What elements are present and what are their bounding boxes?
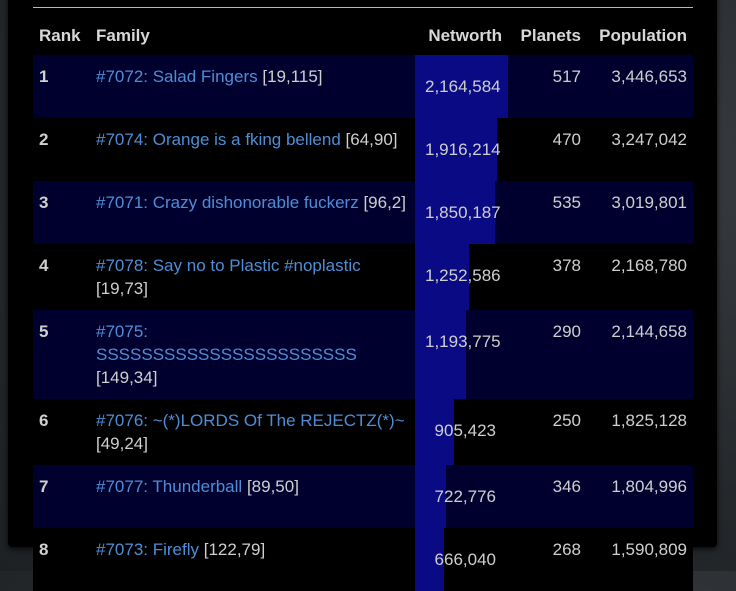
header-family: Family <box>96 26 150 45</box>
population-cell: 1,825,128 <box>587 399 693 465</box>
header-networth: Networth <box>428 26 502 45</box>
family-cell: #7071: Crazy dishonorable fuckerz [96,2] <box>90 181 413 244</box>
networth-cell: 1,252,586 <box>413 244 508 310</box>
table-row: 5 #7075: SSSSSSSSSSSSSSSSSSSSSSS [149,34]… <box>33 310 693 399</box>
table-row: 8 #7073: Firefly [122,79] 666,040 268 1,590,… <box>33 528 693 591</box>
networth-value: 722,776 <box>434 487 496 506</box>
networth-value: 1,916,214 <box>425 140 501 159</box>
population-cell: 3,446,653 <box>587 55 693 118</box>
networth-cell: 1,850,187 <box>413 181 508 244</box>
family-coords: [19,73] <box>96 279 148 298</box>
networth-bar <box>415 55 508 118</box>
planets-cell: 470 <box>508 118 587 181</box>
family-coords: [49,24] <box>96 434 148 453</box>
networth-cell: 722,776 <box>413 465 508 528</box>
family-link[interactable]: #7074: Orange is a fking bellend <box>96 130 341 149</box>
rank-cell: 1 <box>33 55 90 118</box>
family-cell: #7077: Thunderball [89,50] <box>90 465 413 528</box>
family-link[interactable]: #7075: SSSSSSSSSSSSSSSSSSSSSSS <box>96 322 357 364</box>
family-cell: #7074: Orange is a fking bellend [64,90] <box>90 118 413 181</box>
table-row: 2 #7074: Orange is a fking bellend [64,90… <box>33 118 693 181</box>
planets-cell: 378 <box>508 244 587 310</box>
planets-cell: 346 <box>508 465 587 528</box>
planets-cell: 535 <box>508 181 587 244</box>
networth-cell: 1,193,775 <box>413 310 508 399</box>
networth-value: 1,193,775 <box>425 332 501 351</box>
table-header-row: Rank Family Networth Planets Population <box>33 17 693 55</box>
population-cell: 2,168,780 <box>587 244 693 310</box>
family-coords: [64,90] <box>345 130 398 149</box>
family-cell: #7073: Firefly [122,79] <box>90 528 413 591</box>
family-coords: [122,79] <box>203 540 266 559</box>
family-coords: [89,50] <box>246 477 299 496</box>
table-row: 4 #7078: Say no to Plastic #noplastic [19… <box>33 244 693 310</box>
networth-cell: 2,164,584 <box>413 55 508 118</box>
table-row: 6 #7076: ~(*)LORDS Of The REJECTZ(*)~ [49… <box>33 399 693 465</box>
family-cell: #7075: SSSSSSSSSSSSSSSSSSSSSSS [149,34] <box>90 310 413 399</box>
population-cell: 3,247,042 <box>587 118 693 181</box>
family-link[interactable]: #7072: Salad Fingers <box>96 67 258 86</box>
family-cell: #7076: ~(*)LORDS Of The REJECTZ(*)~ [49,… <box>90 399 413 465</box>
networth-bar <box>415 181 495 244</box>
population-cell: 1,804,996 <box>587 465 693 528</box>
rank-cell: 7 <box>33 465 90 528</box>
table-row: 1 #7072: Salad Fingers [19,115] 2,164,584 5… <box>33 55 693 118</box>
networth-bar <box>415 310 466 399</box>
planets-cell: 290 <box>508 310 587 399</box>
family-link[interactable]: #7073: Firefly <box>96 540 199 559</box>
family-coords: [96,2] <box>363 193 406 212</box>
family-coords: [149,34] <box>96 368 158 387</box>
networth-bar <box>415 399 454 465</box>
networth-cell: 1,916,214 <box>413 118 508 181</box>
rank-cell: 6 <box>33 399 90 465</box>
networth-bar <box>415 118 497 181</box>
family-cell: #7072: Salad Fingers [19,115] <box>90 55 413 118</box>
top-divider <box>33 7 693 8</box>
rank-cell: 4 <box>33 244 90 310</box>
table-row: 7 #7077: Thunderball [89,50] 722,776 346 1,8… <box>33 465 693 528</box>
family-link[interactable]: #7071: Crazy dishonorable fuckerz <box>96 193 359 212</box>
rank-cell: 8 <box>33 528 90 591</box>
header-population: Population <box>599 26 687 45</box>
header-rank: Rank <box>39 26 81 45</box>
header-planets: Planets <box>520 26 581 45</box>
table-row: 3 #7071: Crazy dishonorable fuckerz [96,2… <box>33 181 693 244</box>
rank-cell: 3 <box>33 181 90 244</box>
networth-bar <box>415 244 469 310</box>
networth-value: 666,040 <box>434 550 496 569</box>
family-cell: #7078: Say no to Plastic #noplastic [19,… <box>90 244 413 310</box>
population-cell: 2,144,658 <box>587 310 693 399</box>
planets-cell: 250 <box>508 399 587 465</box>
rank-cell: 5 <box>33 310 90 399</box>
networth-value: 905,423 <box>434 421 496 440</box>
family-link[interactable]: #7076: ~(*)LORDS Of The REJECTZ(*)~ <box>96 411 405 430</box>
population-cell: 3,019,801 <box>587 181 693 244</box>
networth-cell: 666,040 <box>413 528 508 591</box>
rank-cell: 2 <box>33 118 90 181</box>
family-rankings-table: Rank Family Networth Planets Population … <box>33 17 693 591</box>
networth-value: 1,252,586 <box>425 266 501 285</box>
networth-cell: 905,423 <box>413 399 508 465</box>
networth-bar <box>415 465 446 528</box>
family-link[interactable]: #7077: Thunderball <box>96 477 243 496</box>
networth-value: 1,850,187 <box>425 203 501 222</box>
population-cell: 1,590,809 <box>587 528 693 591</box>
networth-value: 2,164,584 <box>425 77 501 96</box>
family-coords: [19,115] <box>262 67 323 86</box>
planets-cell: 268 <box>508 528 587 591</box>
planets-cell: 517 <box>508 55 587 118</box>
family-link[interactable]: #7078: Say no to Plastic #noplastic <box>96 256 361 275</box>
